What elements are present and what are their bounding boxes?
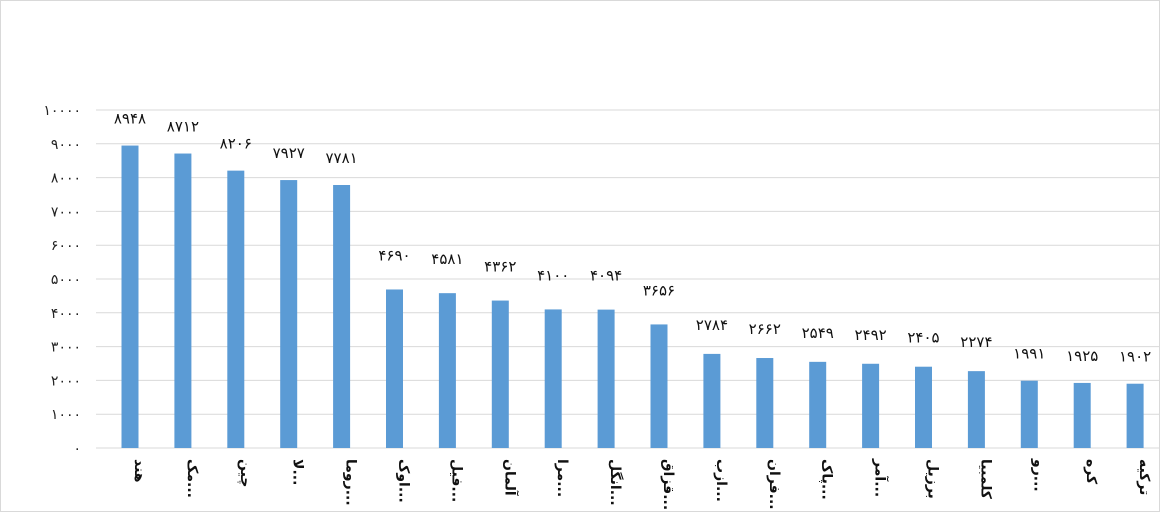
category-label: چین <box>237 459 253 487</box>
data-label: ۲۵۴۹ <box>802 324 834 342</box>
data-label: ۳۶۵۶ <box>643 281 675 299</box>
category-label: آمر... <box>872 458 890 497</box>
category-label: پاک... <box>819 459 835 500</box>
bar <box>438 293 456 448</box>
data-label: ۷۷۸۱ <box>325 149 357 167</box>
y-tick-label: ۹۰۰۰ <box>51 137 81 153</box>
y-tick-label: ۱۰۰۰۰ <box>43 103 81 119</box>
data-label: ۴۱۰۰ <box>537 266 569 284</box>
data-labels: ۸۹۴۸ ۸۷۱۲ ۸۲۰۶ ۷۹۲۷ ۷۷۸۱ ۴۶۹۰ ۴۵۸۱ ۴۳۶۲ ۴۱۰۰ ۴۰۹۴… <box>114 110 1151 366</box>
bar <box>121 145 139 448</box>
data-label: ۱۹۲۵ <box>1066 347 1098 365</box>
y-tick-label: ۲۰۰۰ <box>51 373 81 389</box>
x-axis-category-labels: هند مک... چین لا... روما... اوک... فیل... آلمان… <box>131 458 1152 510</box>
category-label: روما... <box>343 459 359 506</box>
category-label: آلمان <box>501 459 519 497</box>
data-label: ۱۹۹۱ <box>1013 345 1045 363</box>
bar <box>174 153 192 448</box>
bar <box>650 324 668 448</box>
category-label: کره <box>1083 459 1099 485</box>
category-label: اوک... <box>396 459 412 503</box>
bar <box>1073 382 1091 448</box>
bar <box>491 300 509 448</box>
y-tick-label: ۰ <box>73 441 81 457</box>
bar <box>915 366 932 448</box>
y-tick-label: ۱۰۰۰ <box>51 407 81 423</box>
y-tick-label: ۳۰۰۰ <box>51 340 81 356</box>
data-label: ۴۵۸۱ <box>431 250 463 268</box>
category-label: فیل... <box>448 459 464 502</box>
category-label: برزیل <box>925 459 941 499</box>
data-label: ۸۲۰۶ <box>220 135 252 153</box>
y-tick-label: ۸۰۰۰ <box>51 171 81 187</box>
y-tick-label: ۴۰۰۰ <box>51 306 81 322</box>
y-tick-label: ۷۰۰۰ <box>51 204 81 220</box>
category-label: لا... <box>290 459 306 485</box>
category-label: ترکیه <box>1136 459 1152 495</box>
data-label: ۲۶۶۲ <box>749 320 781 338</box>
bar <box>280 180 298 449</box>
data-label: ۷۹۲۷ <box>273 144 305 162</box>
category-label: ازب... <box>713 459 729 502</box>
bar <box>703 353 721 448</box>
y-tick-label: ۶۰۰۰ <box>51 238 81 254</box>
data-label: ۴۶۹۰ <box>378 246 410 264</box>
data-label: ۲۴۹۲ <box>854 326 886 344</box>
data-label: ۴۳۶۲ <box>484 258 516 276</box>
gridlines <box>96 109 1160 449</box>
bar <box>1126 383 1144 448</box>
category-label: قزاق... <box>660 459 676 510</box>
data-label: ۲۴۰۵ <box>907 329 939 347</box>
category-label: فران... <box>766 459 782 510</box>
bar <box>544 309 562 448</box>
y-tick-label: ۵۰۰۰ <box>51 272 81 288</box>
bar <box>227 170 245 448</box>
category-label: انگل... <box>607 459 624 506</box>
category-label: هند <box>131 459 147 483</box>
data-label: ۸۹۴۸ <box>114 110 146 128</box>
bar <box>386 289 403 448</box>
y-axis-tick-labels: ۰ ۱۰۰۰ ۲۰۰۰ ۳۰۰۰ ۴۰۰۰ ۵۰۰۰ ۶۰۰۰ ۷۰۰۰ ۸۰۰۰ ۹۰۰۰ ۱۰۰… <box>43 103 81 457</box>
category-label: مک... <box>184 459 200 498</box>
bars <box>121 145 1144 449</box>
bar <box>862 363 880 448</box>
category-label: کلمبیا <box>977 459 993 500</box>
data-label: ۲۷۸۴ <box>696 316 728 334</box>
bar <box>597 309 615 448</box>
bar <box>756 358 774 448</box>
bar <box>809 361 827 448</box>
bar <box>967 371 985 448</box>
data-label: ۸۷۱۲ <box>167 118 199 136</box>
category-label: مرا... <box>554 459 570 497</box>
data-label: ۴۰۹۴ <box>590 267 622 285</box>
data-label: ۱۹۰۲ <box>1119 348 1151 366</box>
bar <box>333 185 351 448</box>
category-label: رو... <box>1030 458 1046 492</box>
bar <box>1020 380 1038 448</box>
data-label: ۲۲۷۴ <box>960 333 992 351</box>
